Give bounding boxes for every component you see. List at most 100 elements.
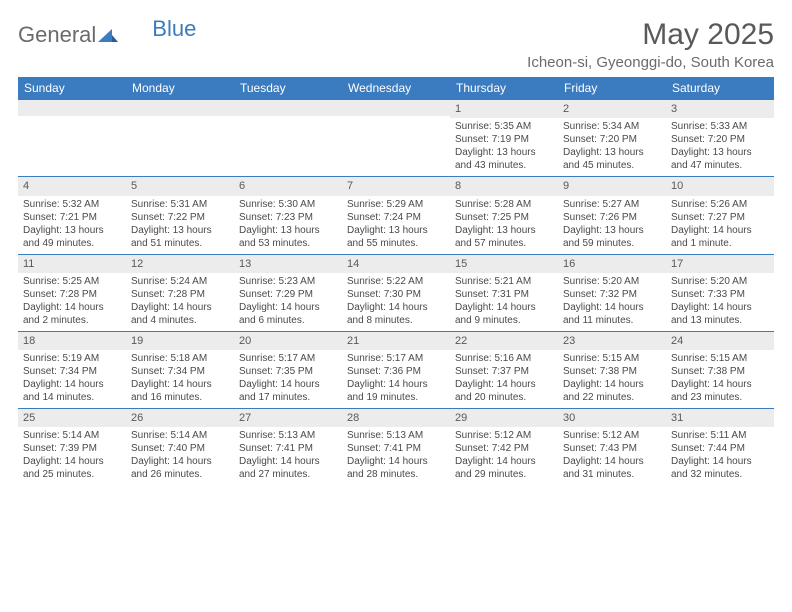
sunset-text: Sunset: 7:23 PM [239,211,337,224]
sunset-text: Sunset: 7:25 PM [455,211,553,224]
day-number: 1 [450,100,558,118]
calendar-cell: 13Sunrise: 5:23 AMSunset: 7:29 PMDayligh… [234,255,342,331]
daylight-text: Daylight: 14 hours and 27 minutes. [239,455,337,481]
logo-text-general: General [18,22,96,48]
daylight-text: Daylight: 14 hours and 13 minutes. [671,301,769,327]
calendar-cell [234,100,342,176]
sunset-text: Sunset: 7:34 PM [23,365,121,378]
calendar-cell: 21Sunrise: 5:17 AMSunset: 7:36 PMDayligh… [342,332,450,408]
sunrise-text: Sunrise: 5:14 AM [131,429,229,442]
day-number: 3 [666,100,774,118]
daylight-text: Daylight: 13 hours and 57 minutes. [455,224,553,250]
sunrise-text: Sunrise: 5:26 AM [671,198,769,211]
triangle-icon [98,22,118,48]
calendar-cell: 30Sunrise: 5:12 AMSunset: 7:43 PMDayligh… [558,409,666,485]
page-title: May 2025 [527,18,774,52]
day-number: 17 [666,255,774,273]
cell-body [18,116,126,172]
cell-body: Sunrise: 5:26 AMSunset: 7:27 PMDaylight:… [666,196,774,254]
calendar-cell: 31Sunrise: 5:11 AMSunset: 7:44 PMDayligh… [666,409,774,485]
sunset-text: Sunset: 7:28 PM [131,288,229,301]
day-number: 29 [450,409,558,427]
daylight-text: Daylight: 13 hours and 55 minutes. [347,224,445,250]
calendar-cell: 16Sunrise: 5:20 AMSunset: 7:32 PMDayligh… [558,255,666,331]
calendar-cell: 17Sunrise: 5:20 AMSunset: 7:33 PMDayligh… [666,255,774,331]
day-number: 18 [18,332,126,350]
calendar-cell: 3Sunrise: 5:33 AMSunset: 7:20 PMDaylight… [666,100,774,176]
day-number [18,100,126,116]
weekday-header: Monday [126,77,234,99]
sunrise-text: Sunrise: 5:17 AM [239,352,337,365]
weeks-container: 1Sunrise: 5:35 AMSunset: 7:19 PMDaylight… [18,99,774,485]
daylight-text: Daylight: 14 hours and 25 minutes. [23,455,121,481]
cell-body: Sunrise: 5:23 AMSunset: 7:29 PMDaylight:… [234,273,342,331]
cell-body: Sunrise: 5:12 AMSunset: 7:43 PMDaylight:… [558,427,666,485]
day-number: 11 [18,255,126,273]
weekday-header: Wednesday [342,77,450,99]
day-number [126,100,234,116]
day-number: 21 [342,332,450,350]
day-number: 16 [558,255,666,273]
daylight-text: Daylight: 14 hours and 6 minutes. [239,301,337,327]
sunset-text: Sunset: 7:38 PM [563,365,661,378]
day-number: 24 [666,332,774,350]
cell-body: Sunrise: 5:32 AMSunset: 7:21 PMDaylight:… [18,196,126,254]
cell-body: Sunrise: 5:21 AMSunset: 7:31 PMDaylight:… [450,273,558,331]
calendar-week-row: 1Sunrise: 5:35 AMSunset: 7:19 PMDaylight… [18,99,774,176]
calendar-cell: 28Sunrise: 5:13 AMSunset: 7:41 PMDayligh… [342,409,450,485]
sunrise-text: Sunrise: 5:35 AM [455,120,553,133]
daylight-text: Daylight: 14 hours and 19 minutes. [347,378,445,404]
sunset-text: Sunset: 7:39 PM [23,442,121,455]
daylight-text: Daylight: 14 hours and 2 minutes. [23,301,121,327]
calendar-cell: 29Sunrise: 5:12 AMSunset: 7:42 PMDayligh… [450,409,558,485]
cell-body: Sunrise: 5:20 AMSunset: 7:33 PMDaylight:… [666,273,774,331]
sunrise-text: Sunrise: 5:21 AM [455,275,553,288]
calendar-cell: 19Sunrise: 5:18 AMSunset: 7:34 PMDayligh… [126,332,234,408]
daylight-text: Daylight: 13 hours and 53 minutes. [239,224,337,250]
sunset-text: Sunset: 7:20 PM [563,133,661,146]
cell-body: Sunrise: 5:34 AMSunset: 7:20 PMDaylight:… [558,118,666,176]
weekday-header: Sunday [18,77,126,99]
day-number: 31 [666,409,774,427]
cell-body: Sunrise: 5:12 AMSunset: 7:42 PMDaylight:… [450,427,558,485]
calendar-cell: 18Sunrise: 5:19 AMSunset: 7:34 PMDayligh… [18,332,126,408]
calendar-cell: 10Sunrise: 5:26 AMSunset: 7:27 PMDayligh… [666,177,774,253]
daylight-text: Daylight: 14 hours and 31 minutes. [563,455,661,481]
calendar-cell: 27Sunrise: 5:13 AMSunset: 7:41 PMDayligh… [234,409,342,485]
calendar-week-row: 18Sunrise: 5:19 AMSunset: 7:34 PMDayligh… [18,331,774,408]
daylight-text: Daylight: 14 hours and 8 minutes. [347,301,445,327]
calendar-cell: 11Sunrise: 5:25 AMSunset: 7:28 PMDayligh… [18,255,126,331]
sunrise-text: Sunrise: 5:12 AM [455,429,553,442]
sunrise-text: Sunrise: 5:12 AM [563,429,661,442]
cell-body: Sunrise: 5:17 AMSunset: 7:35 PMDaylight:… [234,350,342,408]
weekday-header: Tuesday [234,77,342,99]
sunrise-text: Sunrise: 5:31 AM [131,198,229,211]
daylight-text: Daylight: 14 hours and 32 minutes. [671,455,769,481]
sunset-text: Sunset: 7:41 PM [347,442,445,455]
sunset-text: Sunset: 7:43 PM [563,442,661,455]
sunrise-text: Sunrise: 5:29 AM [347,198,445,211]
sunrise-text: Sunrise: 5:20 AM [671,275,769,288]
cell-body: Sunrise: 5:31 AMSunset: 7:22 PMDaylight:… [126,196,234,254]
cell-body: Sunrise: 5:11 AMSunset: 7:44 PMDaylight:… [666,427,774,485]
sunset-text: Sunset: 7:37 PM [455,365,553,378]
day-number: 13 [234,255,342,273]
sunset-text: Sunset: 7:27 PM [671,211,769,224]
calendar-cell: 25Sunrise: 5:14 AMSunset: 7:39 PMDayligh… [18,409,126,485]
calendar-cell: 14Sunrise: 5:22 AMSunset: 7:30 PMDayligh… [342,255,450,331]
calendar-cell: 23Sunrise: 5:15 AMSunset: 7:38 PMDayligh… [558,332,666,408]
calendar-cell [18,100,126,176]
sunrise-text: Sunrise: 5:15 AM [671,352,769,365]
cell-body: Sunrise: 5:25 AMSunset: 7:28 PMDaylight:… [18,273,126,331]
day-number: 5 [126,177,234,195]
cell-body: Sunrise: 5:27 AMSunset: 7:26 PMDaylight:… [558,196,666,254]
calendar-cell [126,100,234,176]
day-number: 7 [342,177,450,195]
daylight-text: Daylight: 13 hours and 51 minutes. [131,224,229,250]
daylight-text: Daylight: 14 hours and 22 minutes. [563,378,661,404]
title-block: May 2025 Icheon-si, Gyeonggi-do, South K… [527,18,774,71]
daylight-text: Daylight: 14 hours and 23 minutes. [671,378,769,404]
day-number: 23 [558,332,666,350]
daylight-text: Daylight: 14 hours and 17 minutes. [239,378,337,404]
sunrise-text: Sunrise: 5:11 AM [671,429,769,442]
